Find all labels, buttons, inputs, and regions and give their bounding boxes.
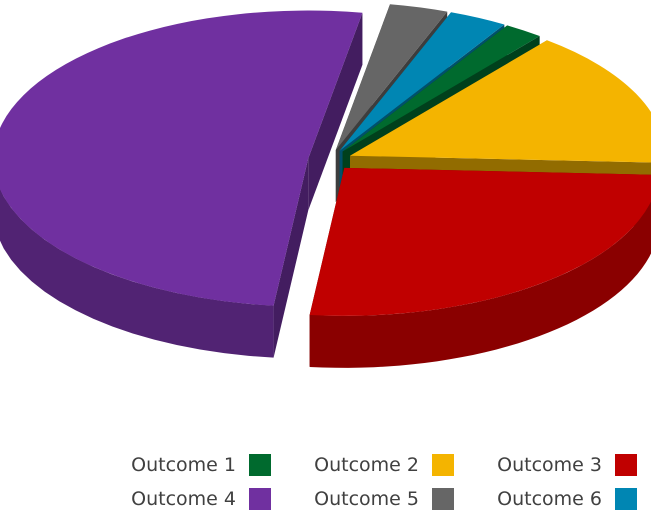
legend-item-outcome-2: Outcome 2: [271, 454, 454, 476]
legend-label: Outcome 5: [314, 488, 419, 510]
pie-slice-4: [0, 10, 363, 358]
legend-item-outcome-1: Outcome 1: [88, 454, 271, 476]
legend: Outcome 1 Outcome 2 Outcome 3 Outcome 4 …: [88, 448, 648, 516]
legend-swatch: [432, 488, 454, 510]
legend-label: Outcome 4: [131, 488, 236, 510]
legend-item-outcome-5: Outcome 5: [271, 488, 454, 510]
legend-label: Outcome 2: [314, 454, 419, 476]
legend-row: Outcome 1 Outcome 2 Outcome 3: [88, 448, 648, 482]
pie-slice-3: [309, 167, 651, 368]
legend-label: Outcome 3: [497, 454, 602, 476]
pie-chart: [0, 4, 651, 368]
legend-swatch: [432, 454, 454, 476]
legend-item-outcome-6: Outcome 6: [454, 488, 637, 510]
legend-label: Outcome 1: [131, 454, 236, 476]
legend-item-outcome-3: Outcome 3: [454, 454, 637, 476]
legend-swatch: [249, 488, 271, 510]
legend-swatch: [615, 488, 637, 510]
legend-swatch: [615, 454, 637, 476]
legend-swatch: [249, 454, 271, 476]
legend-row: Outcome 4 Outcome 5 Outcome 6: [88, 482, 648, 516]
legend-label: Outcome 6: [497, 488, 602, 510]
legend-item-outcome-4: Outcome 4: [88, 488, 271, 510]
